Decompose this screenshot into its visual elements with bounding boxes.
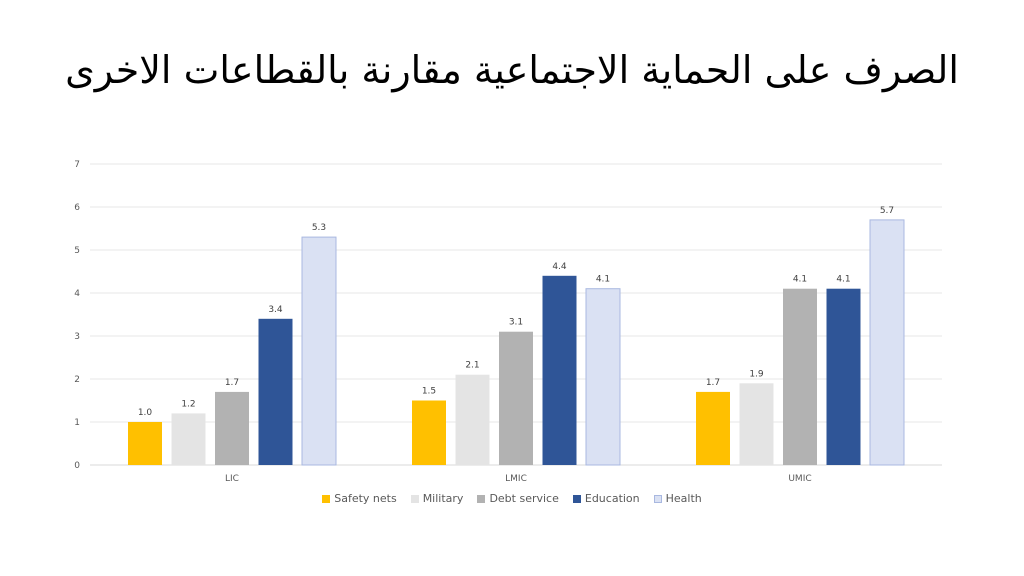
- legend-label: Health: [665, 492, 702, 505]
- y-tick-label: 6: [74, 203, 80, 213]
- legend-label: Education: [584, 492, 640, 505]
- y-tick-label: 4: [74, 289, 80, 299]
- bar-education-umic: [826, 288, 861, 465]
- bar-military-lmic: [455, 374, 490, 465]
- bar-military-umic: [739, 383, 774, 465]
- bar-health-lic: [301, 236, 337, 466]
- y-tick-label: 1: [74, 418, 80, 428]
- data-label: 1.5: [422, 387, 436, 397]
- y-tick-label: 5: [74, 246, 80, 256]
- data-label: 3.4: [268, 305, 283, 315]
- y-tick-label: 0: [74, 461, 80, 471]
- bar-safety-nets-lic: [128, 422, 162, 465]
- data-label: 4.1: [836, 275, 850, 285]
- y-tick-label: 2: [74, 375, 80, 385]
- legend-label: Safety nets: [334, 492, 397, 505]
- bar-safety-nets-umic: [696, 391, 730, 465]
- bar-military-lic: [171, 413, 206, 465]
- legend-item: Safety nets: [322, 492, 397, 505]
- data-label: 3.1: [509, 318, 523, 328]
- data-label: 1.7: [706, 378, 720, 388]
- legend-swatch: [653, 494, 662, 503]
- data-label: 5.3: [312, 223, 326, 233]
- data-label: 1.9: [749, 369, 764, 379]
- data-label: 4.4: [552, 262, 567, 272]
- legend-item: Education: [572, 492, 640, 505]
- slide-title: الصرف على الحماية الاجتماعية مقارنة بالق…: [65, 48, 959, 92]
- legend-item: Debt service: [477, 492, 559, 505]
- y-tick-label: 3: [74, 332, 80, 342]
- bar-health-lmic: [585, 288, 621, 466]
- bar-debt-service-umic: [783, 288, 817, 465]
- legend-swatch: [477, 494, 486, 503]
- data-label: 1.0: [138, 408, 153, 418]
- bars: 1.0 1.2 1.7 3.4 5.3 1.5 2.1 3.1 4.4 4.1 1.7 1.9 4.1 4…: [128, 206, 905, 466]
- y-axis: 0 1 2 3 4 5 6 7: [74, 160, 80, 471]
- data-label: 2.1: [465, 361, 479, 371]
- data-label: 1.2: [181, 399, 195, 409]
- x-category-label: LMIC: [505, 474, 527, 484]
- legend: Safety nets Military Debt service Education…: [0, 492, 1024, 505]
- data-label: 4.1: [793, 275, 807, 285]
- y-tick-label: 7: [74, 160, 80, 170]
- legend-item: Health: [653, 492, 702, 505]
- bar-health-umic: [869, 219, 905, 466]
- x-category-label: LIC: [225, 474, 239, 484]
- x-category-label: UMIC: [788, 474, 811, 484]
- legend-swatch: [322, 494, 331, 503]
- data-label: 5.7: [880, 206, 894, 216]
- legend-label: Military: [422, 492, 464, 505]
- data-label: 4.1: [596, 275, 610, 285]
- legend-swatch: [572, 494, 581, 503]
- data-label: 1.7: [225, 378, 239, 388]
- bar-education-lic: [258, 318, 293, 465]
- x-axis: LIC LMIC UMIC: [225, 474, 812, 484]
- bar-debt-service-lmic: [499, 331, 533, 465]
- legend-swatch: [410, 494, 419, 503]
- bar-debt-service-lic: [215, 391, 249, 465]
- legend-label: Debt service: [489, 492, 559, 505]
- legend-item: Military: [410, 492, 464, 505]
- bar-education-lmic: [542, 275, 577, 465]
- bar-safety-nets-lmic: [412, 400, 446, 465]
